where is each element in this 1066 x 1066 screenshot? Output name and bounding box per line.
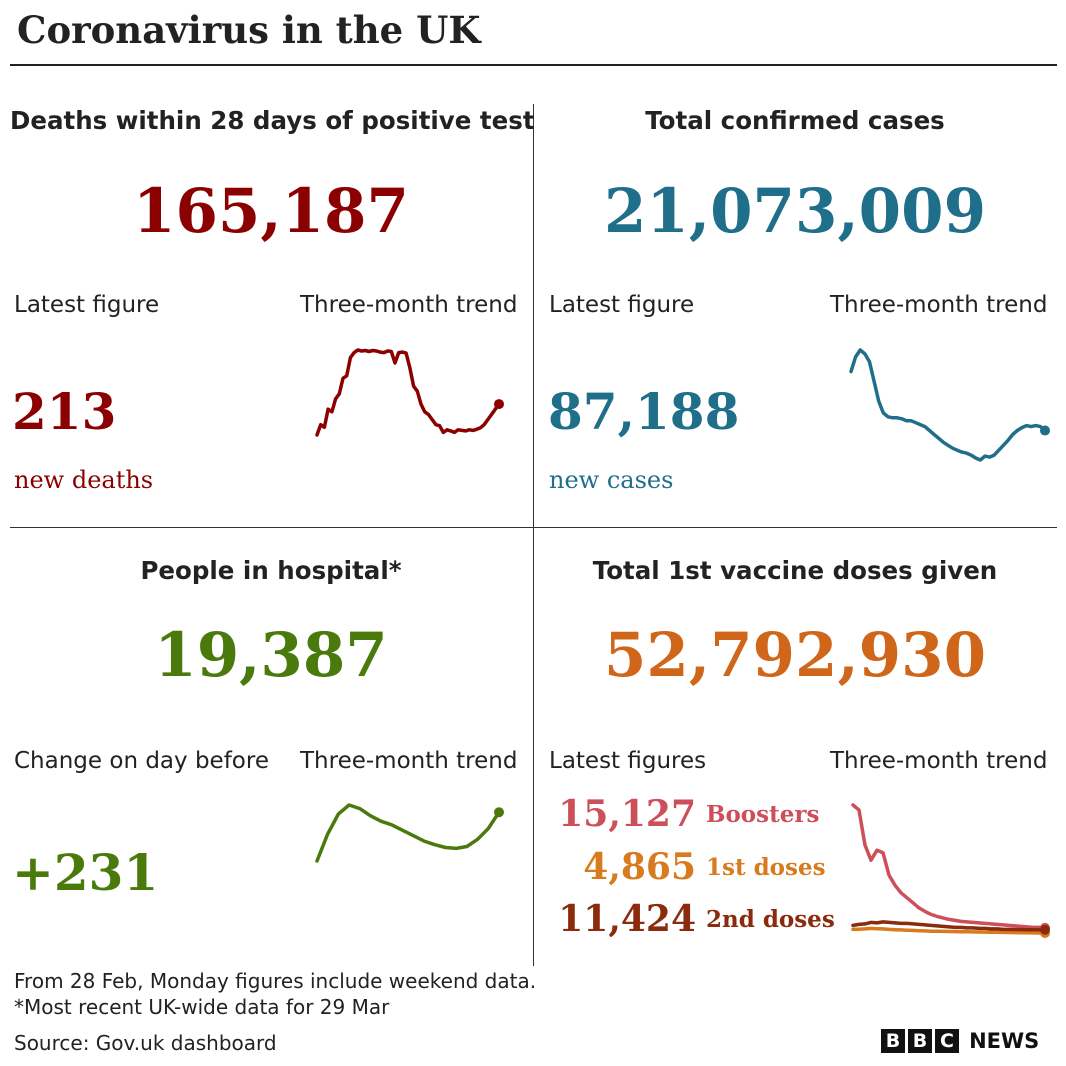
deaths-latest-label: Latest figure (14, 292, 160, 318)
hospital-latest-label: Change on day before (14, 748, 269, 774)
trend-line-hospital-0 (315, 803, 501, 863)
hospital-latest-value: +231 (12, 843, 159, 902)
deaths-latest-unit: new deaths (14, 466, 154, 494)
hospital-trend-label: Three-month trend (300, 748, 518, 774)
cases-trend-chart (849, 348, 1050, 462)
second-doses-value: 11,424 (558, 898, 696, 940)
trend-endpoint-deaths-0 (494, 399, 504, 410)
trend-endpoint-hospital-0 (494, 807, 504, 818)
deaths-trend-label: Three-month trend (300, 292, 518, 318)
source-note: Source: Gov.uk dashboard (14, 1031, 277, 1055)
second-doses-label: 2nd doses (706, 906, 835, 933)
vaccine-trend-chart (851, 803, 1050, 938)
bbc-news-wordmark: NEWS (969, 1029, 1040, 1053)
trend-line-vaccine-0 (851, 803, 1047, 930)
trend-line-vaccine-2 (851, 920, 1047, 932)
page-title: Coronavirus in the UK (17, 8, 481, 52)
deaths-panel-title: Deaths within 28 days of positive test (10, 106, 535, 135)
vaccine-panel-title: Total 1st vaccine doses given (592, 556, 998, 585)
first-doses-label: 1st doses (706, 854, 826, 881)
hospital-total: 19,387 (154, 620, 388, 691)
trend-endpoint-vaccine-2 (1040, 924, 1050, 935)
boosters-value: 15,127 (558, 793, 696, 835)
vertical-divider (533, 104, 534, 966)
cases-latest-unit: new cases (549, 466, 674, 494)
deaths-total: 165,187 (133, 176, 409, 247)
deaths-latest-value: 213 (12, 382, 117, 441)
bbc-logo-letter: B (881, 1029, 905, 1053)
horizontal-divider (10, 527, 1057, 528)
vaccine-latest-label: Latest figures (549, 748, 707, 774)
cases-latest-value: 87,188 (548, 382, 740, 441)
first-doses-value: 4,865 (583, 846, 696, 888)
footnote-hospital: *Most recent UK-wide data for 29 Mar (14, 995, 390, 1019)
cases-total: 21,073,009 (603, 176, 987, 247)
trend-line-deaths-0 (315, 348, 501, 437)
cases-panel-title: Total confirmed cases (645, 106, 945, 135)
hospital-panel-title: People in hospital* (140, 556, 402, 585)
bbc-logo-letter: B (908, 1029, 932, 1053)
vaccine-trend-label: Three-month trend (830, 748, 1048, 774)
footnote-weekend: From 28 Feb, Monday figures include week… (14, 969, 537, 993)
hospital-trend-chart (315, 803, 504, 863)
trend-line-vaccine-1 (851, 926, 1047, 935)
bbc-logo-letter: C (935, 1029, 959, 1053)
vaccine-total: 52,792,930 (603, 620, 987, 691)
header-rule (10, 64, 1057, 66)
boosters-label: Boosters (706, 801, 820, 828)
trend-line-cases-0 (849, 348, 1047, 462)
deaths-trend-chart (315, 348, 504, 437)
trend-endpoint-cases-0 (1040, 425, 1050, 436)
cases-trend-label: Three-month trend (830, 292, 1048, 318)
cases-latest-label: Latest figure (549, 292, 695, 318)
